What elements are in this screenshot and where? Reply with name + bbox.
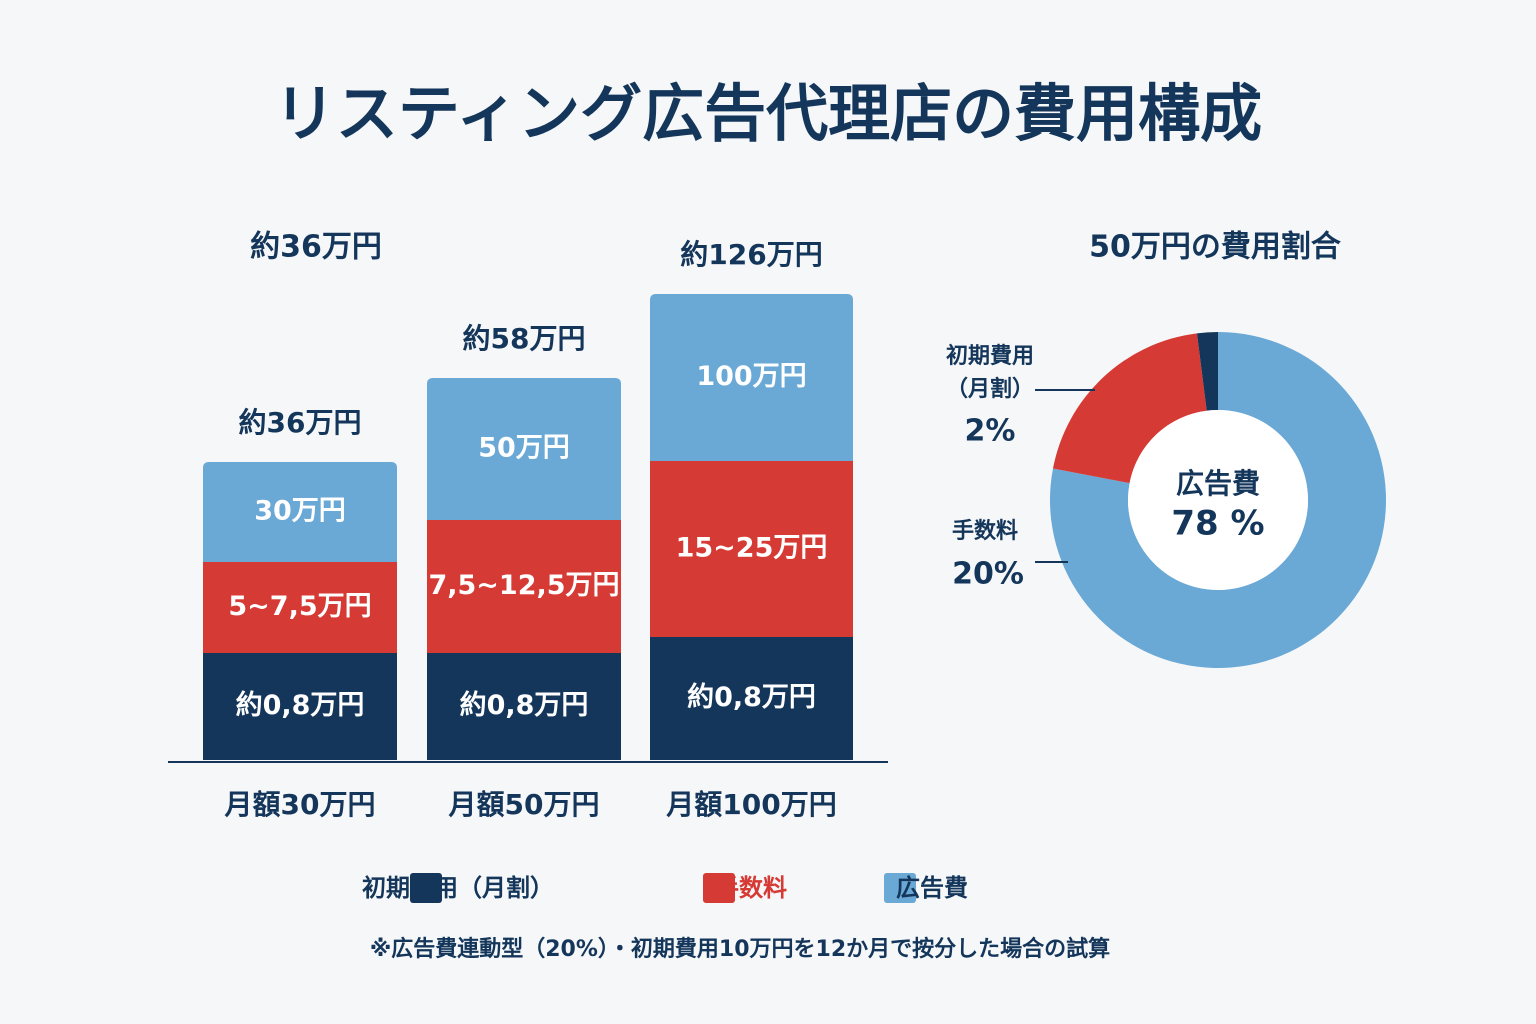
donut-category-label: 手数料 (952, 518, 1018, 544)
segment-label: 約0,8万円 (236, 689, 365, 721)
segment-label: 約0,8万円 (460, 689, 589, 721)
bar-segment (427, 378, 621, 520)
segment-label: 30万円 (254, 496, 346, 527)
bar-total: 約36万円 (239, 406, 362, 439)
segment-label: 約0,8万円 (687, 681, 816, 713)
bar-segment (427, 520, 621, 653)
legend-swatch (410, 873, 442, 903)
footnote: ※広告費連動型（20%）・初期費用10万円を12か月で按分した場合の試算 (370, 936, 1110, 962)
bar-segment (203, 562, 397, 653)
x-tick-label: 月額50万円 (448, 788, 600, 821)
bar-total: 約126万円 (680, 238, 822, 271)
x-tick-label: 月額30万円 (224, 788, 376, 821)
headline: 約36万円 (250, 230, 382, 265)
segment-label: 100万円 (696, 361, 806, 392)
donut-slice (1196, 332, 1218, 411)
legend-swatch (703, 873, 735, 903)
donut-slice (1052, 333, 1207, 484)
bar-segment (427, 653, 621, 760)
legend-swatch (884, 873, 916, 903)
bar-segment (650, 637, 853, 760)
bar-segment (203, 462, 397, 562)
donut-title: 50万円の費用割合 (1089, 230, 1341, 265)
bar-segment (650, 461, 853, 637)
bar-segment (650, 294, 853, 461)
bar-segment (203, 653, 397, 760)
page-title: リスティング広告代理店の費用構成 (274, 77, 1262, 150)
legend-label: 手数料 (715, 874, 787, 902)
donut-slice (1050, 332, 1386, 668)
segment-label: 5~7,5万円 (228, 591, 371, 622)
donut-category-label: 広告費 (1176, 467, 1260, 500)
donut-value-label: 78 % (1171, 504, 1264, 544)
donut-hole (1128, 410, 1308, 590)
bar-total: 約58万円 (463, 322, 586, 355)
segment-label: 15~25万円 (676, 533, 828, 564)
donut-category-label: 初期費用（月割） (946, 343, 1034, 402)
segment-label: 7,5~12,5万円 (428, 570, 619, 601)
donut-value-label: 2% (965, 414, 1016, 449)
segment-label: 50万円 (478, 433, 570, 464)
donut-value-label: 20% (952, 557, 1024, 592)
legend-label: 広告費 (896, 874, 968, 902)
x-tick-label: 月額100万円 (665, 788, 836, 821)
legend-label: 初期費用（月割） (362, 874, 554, 902)
